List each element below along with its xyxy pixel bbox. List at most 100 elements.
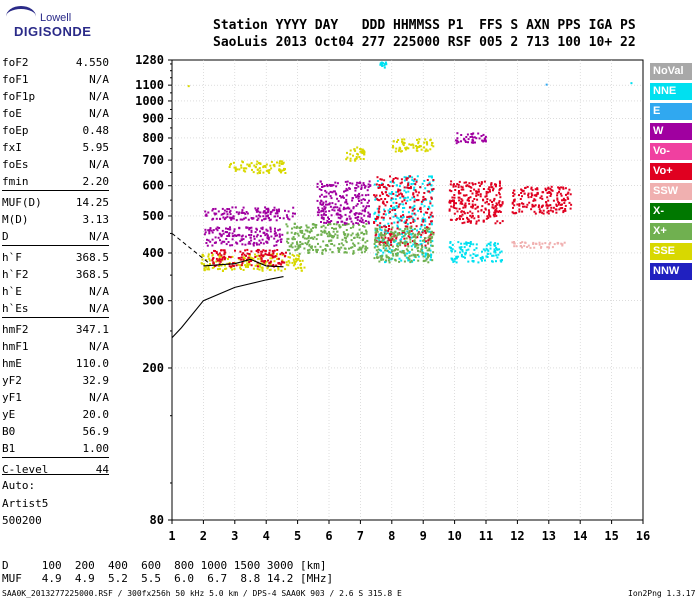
echo-point-nne [419,227,422,230]
echo-point-vo [390,244,393,246]
echo-point-w [463,137,466,140]
echo-point-w [251,217,254,220]
echo-point-x [321,231,324,234]
echo-point-vo [377,211,380,214]
x-tick-label: 11 [479,529,493,543]
echo-point-vo [484,201,487,204]
echo-point-x [392,254,395,257]
echo-point-sse [401,140,403,143]
echo-point-w [467,138,470,141]
param-label: MUF(D) [2,196,42,209]
echo-point-x [425,258,428,261]
echo-point-sse [397,139,400,141]
echo-point-vo [486,200,488,203]
param-value: N/A [89,230,109,243]
echo-point-nne [391,191,393,193]
echo-point-w [269,213,272,216]
echo-point-sse [254,166,257,169]
param-row: B1 1.00 [2,442,109,458]
echo-point-vo [374,234,377,237]
echo-point-vo [382,183,384,186]
echo-point-x [377,237,380,240]
echo-point-w [218,232,221,235]
echo-point-nne [383,208,386,211]
echo-point-nne [427,205,430,208]
echo-point-nne [423,224,426,227]
echo-point-x [395,235,398,238]
echo-point-w [263,210,266,213]
echo-point-vo [566,196,569,199]
echo-point-vo [453,202,456,205]
echo-point-w [337,221,339,224]
echo-point-x [333,235,335,238]
echo-point-x [360,248,363,251]
echo-point-vo [386,201,389,204]
echo-point-vo [530,208,533,211]
echo-point-w [364,185,367,188]
echo-point-vo [475,222,478,225]
echo-point-sse [397,149,400,152]
echo-point-x [413,228,416,230]
echo-point-sse [213,266,216,269]
echo-point-x [358,228,361,231]
echo-point-vo [512,195,515,197]
echo-point-w [237,233,240,236]
echo-point-nne [392,215,395,218]
echo-point-vo [404,244,407,247]
echo-point-nne [380,249,383,252]
echo-point-vo [432,179,435,181]
echo-point-vo [556,197,559,200]
echo-point-w [320,193,323,196]
echo-point-sse [245,167,248,170]
echo-point-vo [390,228,393,231]
echo-point-sse [291,253,294,256]
echo-point-x [345,237,347,240]
echo-point-vo [379,194,382,197]
echo-point-sse [293,263,296,266]
echo-point-nne [416,175,419,178]
echo-point-vo [477,210,480,213]
echo-point-x [320,230,323,233]
echo-point-sse [277,266,280,269]
echo-point-nne [411,176,414,179]
echo-point-w [356,203,359,206]
echo-point-w [276,215,279,218]
echo-point-nne [398,257,401,260]
echo-point-sse [273,165,276,168]
echo-point-vo [468,220,471,223]
echo-point-w [355,212,357,215]
echo-point-vo [239,250,242,253]
echo-point-w [464,139,467,142]
echo-point-x [323,231,326,234]
echo-point-sse [248,163,251,166]
echo-point-w [275,219,278,222]
echo-point-x [294,245,297,248]
echo-point-x [345,241,348,244]
echo-point-sse [200,262,203,265]
echo-point-ssw [541,242,544,245]
y-tick-label: 80 [150,513,164,527]
legend-x: X+ [650,223,692,240]
echo-point-vo [390,241,392,244]
echo-point-w [252,243,255,246]
echo-point-nne [464,256,466,259]
echo-point-vo [537,206,540,208]
echo-point-w [216,226,219,229]
echo-point-vo [494,185,497,188]
echo-point-vo [557,186,560,189]
echo-point-w [259,230,261,233]
echo-point-w [347,206,350,209]
echo-point-vo [215,257,218,260]
echo-point-w [223,218,226,221]
echo-point-x [408,255,411,258]
echo-point-x [426,229,429,232]
echo-point-nne [423,213,425,216]
echo-point-vo [544,187,547,190]
echo-point-sse [218,267,221,270]
header-line-1: Station YYYY DAY DDD HHMMSS P1 FFS S AXN… [213,18,636,33]
echo-point-vo [564,208,567,210]
echo-point-vo [477,219,480,222]
echo-point-nne [457,241,460,244]
echo-point-nne [420,203,423,206]
echo-point-sse [362,158,365,160]
